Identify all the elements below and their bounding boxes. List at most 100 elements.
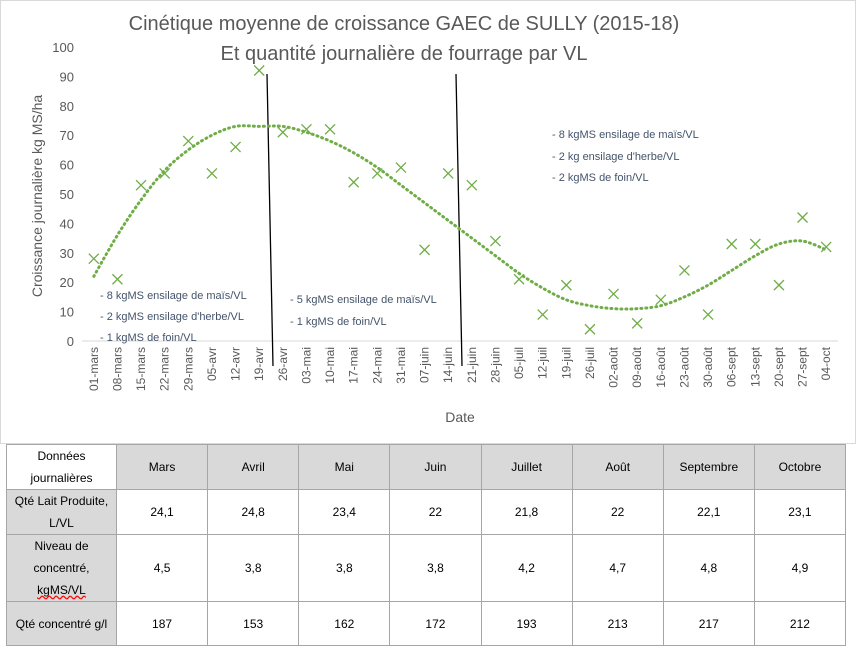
table-row-label-main: Niveau de concentré, bbox=[33, 539, 90, 575]
y-tick-label: 0 bbox=[67, 334, 74, 349]
data-point bbox=[655, 294, 667, 306]
data-point bbox=[749, 238, 761, 250]
data-point bbox=[230, 141, 242, 153]
x-tick-label: 14-juin bbox=[441, 347, 455, 383]
x-tick-label: 06-sept bbox=[725, 346, 739, 387]
y-tick-label: 70 bbox=[60, 128, 74, 143]
table-row-label: Qté Lait Produite, L/VL bbox=[6, 489, 117, 535]
y-tick-label: 30 bbox=[60, 246, 74, 261]
y-tick-label: 20 bbox=[60, 275, 74, 290]
data-point bbox=[466, 179, 478, 191]
table-month-header: Octobre bbox=[753, 444, 847, 490]
table-cell: 153 bbox=[207, 601, 300, 646]
data-point bbox=[348, 176, 360, 188]
data-point bbox=[702, 309, 714, 320]
x-tick-label: 04-oct bbox=[819, 346, 833, 380]
table-row: Qté Lait Produite, L/VL 24,1 24,8 23,4 2… bbox=[6, 489, 847, 535]
annotation-line: - 2 kgMS de foin/VL bbox=[552, 172, 649, 184]
daily-data-table: Données journalières Mars Avril Mai Juin… bbox=[6, 444, 847, 646]
table-cell: 162 bbox=[298, 601, 391, 646]
data-point bbox=[726, 238, 738, 250]
table-cell: 22,1 bbox=[662, 489, 755, 535]
x-tick-label: 13-sept bbox=[748, 346, 762, 387]
table-month-header: Juillet bbox=[480, 444, 573, 490]
chart-title-line-2: Et quantité journalière de fourrage par … bbox=[221, 43, 588, 65]
x-tick-label: 28-juin bbox=[488, 347, 502, 383]
annotation-period-2: - 5 kgMS ensilage de maïs/VL - 1 kgMS de… bbox=[290, 294, 437, 328]
table-cell: 4,5 bbox=[115, 534, 209, 602]
separator-lines bbox=[266, 73, 463, 367]
annotation-line: - 8 kgMS ensilage de maïs/VL bbox=[100, 290, 247, 302]
data-point bbox=[253, 65, 265, 76]
x-tick-label: 31-mai bbox=[394, 347, 408, 384]
table-cell: 4,7 bbox=[571, 534, 664, 602]
y-axis-ticks: 0 10 20 30 40 50 60 70 80 90 100 bbox=[52, 40, 74, 349]
data-point bbox=[159, 167, 171, 179]
table-cell: 21,8 bbox=[480, 489, 573, 535]
data-point bbox=[182, 135, 194, 147]
annotation-line: - 2 kg ensilage d'herbe/VL bbox=[552, 151, 679, 163]
table-cell: 4,8 bbox=[662, 534, 755, 602]
y-tick-label: 100 bbox=[52, 40, 74, 55]
x-tick-label: 19-juil bbox=[559, 347, 573, 379]
y-tick-label: 60 bbox=[60, 158, 74, 173]
x-axis-label: Date bbox=[445, 409, 475, 425]
x-tick-label: 12-avr bbox=[229, 347, 243, 381]
annotation-line: - 5 kgMS ensilage de maïs/VL bbox=[290, 294, 437, 306]
data-point bbox=[371, 167, 383, 179]
table-cell: 213 bbox=[571, 601, 664, 646]
x-tick-label: 05-avr bbox=[205, 347, 219, 381]
table-row-label-unit: kgMS/VL bbox=[37, 583, 86, 597]
x-tick-label: 20-sept bbox=[772, 346, 786, 387]
x-tick-label: 10-mai bbox=[323, 347, 337, 384]
x-tick-label: 26-juil bbox=[583, 347, 597, 379]
x-tick-label: 16-août bbox=[654, 346, 668, 387]
chart-border bbox=[0, 0, 856, 444]
data-point bbox=[395, 162, 407, 173]
data-point bbox=[206, 167, 218, 179]
table-cell: 187 bbox=[115, 601, 209, 646]
annotation-line: - 8 kgMS ensilage de maïs/VL bbox=[552, 129, 699, 141]
x-tick-label: 02-août bbox=[607, 346, 621, 387]
table-header-row: Données journalières Mars Avril Mai Juin… bbox=[6, 444, 847, 490]
table-cell: 22 bbox=[389, 489, 482, 535]
x-tick-label: 22-mars bbox=[158, 347, 172, 391]
table-month-header: Mars bbox=[115, 444, 209, 490]
table-cell: 3,8 bbox=[298, 534, 391, 602]
data-point bbox=[324, 123, 336, 135]
x-tick-label: 21-juin bbox=[465, 347, 479, 383]
trend-line bbox=[92, 124, 828, 311]
data-point bbox=[797, 212, 809, 223]
annotation-line: - 1 kgMS de foin/VL bbox=[100, 332, 197, 344]
table-cell: 4,2 bbox=[480, 534, 573, 602]
table-cell: 23,4 bbox=[298, 489, 391, 535]
table-month-header: Avril bbox=[207, 444, 300, 490]
y-tick-label: 90 bbox=[60, 69, 74, 84]
x-tick-label: 03-mai bbox=[299, 347, 313, 384]
table-row-label: Qté concentré g/l bbox=[6, 601, 117, 646]
annotation-line: - 2 kgMS ensilage d'herbe/VL bbox=[100, 311, 244, 323]
table-month-header: Mai bbox=[298, 444, 391, 490]
data-point bbox=[489, 235, 501, 247]
table-header-label: Données journalières bbox=[6, 444, 117, 490]
table-cell: 3,8 bbox=[389, 534, 482, 602]
data-markers bbox=[88, 65, 832, 335]
chart-svg: Cinétique moyenne de croissance GAEC de … bbox=[0, 0, 856, 444]
x-tick-label: 17-mai bbox=[347, 347, 361, 384]
x-tick-label: 19-avr bbox=[252, 347, 266, 381]
data-point bbox=[584, 323, 596, 335]
data-point bbox=[135, 179, 147, 191]
data-point bbox=[820, 241, 832, 253]
period-separator-line bbox=[266, 73, 274, 367]
x-tick-label: 27-sept bbox=[796, 346, 810, 387]
data-point bbox=[560, 279, 572, 291]
x-tick-label: 05-juil bbox=[512, 347, 526, 379]
table-row: Niveau de concentré, kgMS/VL 4,5 3,8 3,8… bbox=[6, 534, 847, 602]
x-tick-label: 07-juin bbox=[418, 347, 432, 383]
data-point bbox=[277, 126, 289, 138]
table-cell: 24,8 bbox=[207, 489, 300, 535]
table-cell: 23,1 bbox=[753, 489, 847, 535]
table-cell: 217 bbox=[662, 601, 755, 646]
y-tick-label: 50 bbox=[60, 187, 74, 202]
x-axis-ticks: 01-mars 08-mars 15-mars 22-mars 29-mars 05-av… bbox=[87, 346, 833, 391]
